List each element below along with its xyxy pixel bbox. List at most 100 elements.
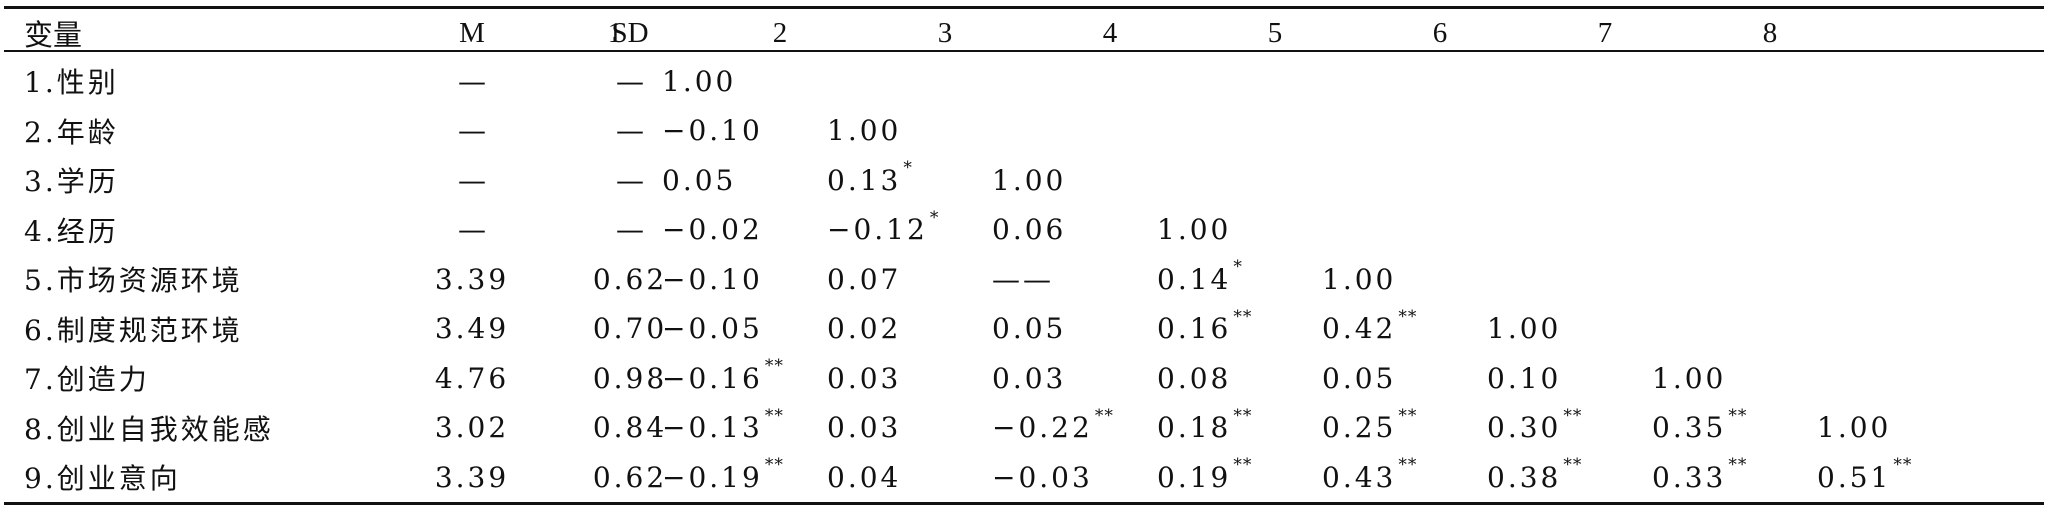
significance-marker: **: [764, 356, 784, 376]
significance-marker: **: [764, 455, 784, 475]
row-sd: 0.62: [592, 262, 668, 296]
header-col-4: 4: [1102, 16, 1118, 49]
table-row: 4.经历 — — −0.02 −0.12 * 0.06 1.00: [4, 205, 2044, 255]
row-mean: 3.39: [434, 262, 510, 296]
correlation-cell: 1.00: [1652, 361, 1727, 395]
header-col-8: 8: [1762, 16, 1778, 49]
significance-marker: **: [1893, 455, 1913, 475]
correlation-cell: 0.42 **: [1322, 306, 1418, 346]
correlation-cell: 0.35 **: [1652, 405, 1748, 445]
correlation-cell: −0.22 **: [992, 405, 1114, 445]
correlation-cell: 1.00: [992, 163, 1067, 197]
correlation-cell: −0.10: [662, 262, 763, 296]
correlation-cell: 0.51 **: [1817, 455, 1913, 494]
correlation-cell: 0.04: [827, 460, 902, 494]
row-mean: —: [458, 64, 486, 98]
row-variable-label: 7.创造力: [24, 363, 150, 396]
correlation-cell: ——: [992, 262, 1054, 296]
row-sd: 0.98: [592, 361, 668, 395]
correlation-cell: 0.03: [992, 361, 1067, 395]
correlation-cell: 0.16 **: [1157, 306, 1253, 346]
row-variable-label: 3.学历: [24, 165, 119, 198]
significance-marker: **: [1728, 405, 1748, 426]
correlation-cell: 0.03: [827, 411, 902, 444]
row-mean: 3.02: [434, 411, 510, 444]
header-col-2: 2: [772, 16, 788, 49]
row-mean: —: [458, 163, 486, 197]
correlation-cell: 0.03: [827, 361, 902, 395]
correlation-cell: 0.30 **: [1487, 405, 1583, 445]
significance-marker: **: [1398, 455, 1418, 475]
correlation-cell: 0.14 *: [1157, 257, 1243, 296]
significance-marker: **: [1233, 306, 1253, 327]
table-top-rule: [4, 6, 2044, 9]
significance-marker: **: [1398, 306, 1418, 327]
correlation-cell: 0.38 **: [1487, 455, 1583, 494]
header-col-6: 6: [1432, 16, 1448, 49]
row-variable-label: 1.性别: [24, 66, 119, 99]
correlation-cell: 0.05: [1322, 361, 1397, 395]
correlation-cell: 0.07: [827, 262, 902, 296]
table-bottom-rule: [4, 502, 2044, 505]
row-variable-label: 8.创业自我效能感: [24, 412, 274, 446]
significance-marker: **: [1233, 405, 1253, 426]
header-col-5: 5: [1267, 16, 1283, 49]
significance-marker: *: [929, 207, 940, 228]
row-sd: 0.70: [592, 312, 668, 345]
significance-marker: **: [1094, 405, 1114, 426]
correlation-cell: 0.19 **: [1157, 455, 1253, 494]
row-mean: —: [458, 114, 486, 147]
table-row: 5.市场资源环境 3.39 0.62 −0.10 0.07 —— 0.14 * 1.00: [4, 254, 2044, 304]
table-row: 9.创业意向 3.39 0.62 −0.19 ** 0.04 −0.03 0.19 ** 0.43…: [4, 452, 2044, 502]
correlation-cell: 0.25 **: [1322, 405, 1418, 445]
correlation-cell: 0.43 **: [1322, 455, 1418, 494]
correlation-cell: 0.18 **: [1157, 405, 1253, 445]
correlation-cell: 0.05: [992, 312, 1067, 345]
row-mean: 4.76: [434, 361, 510, 395]
correlation-cell: −0.12 *: [827, 207, 940, 247]
header-col-1: 1: [607, 16, 623, 49]
table-row: 8.创业自我效能感 3.02 0.84 −0.13 ** 0.03 −0.22 ** 0.18 *…: [4, 403, 2044, 453]
table-header-rule: [4, 50, 2044, 52]
correlation-cell: 1.00: [827, 114, 902, 147]
significance-marker: **: [764, 405, 784, 426]
significance-marker: **: [1233, 455, 1253, 475]
significance-marker: **: [1563, 455, 1583, 475]
correlation-cell: 1.00: [1157, 213, 1232, 246]
correlation-cell: 0.05: [662, 163, 737, 197]
row-sd: —: [616, 114, 644, 147]
correlation-cell: 1.00: [1487, 312, 1562, 345]
header-mean: M: [459, 16, 485, 49]
table-row: 1.性别 — — 1.00: [4, 56, 2044, 106]
header-variable: 变量: [24, 20, 83, 52]
row-sd: —: [616, 213, 644, 246]
table-row: 7.创造力 4.76 0.98 −0.16 ** 0.03 0.03 0.08 0.05 0.10…: [4, 353, 2044, 403]
table-header-row: 变量 M SD 1 2 3 4 5 6 7 8: [4, 8, 2044, 58]
row-sd: 0.84: [592, 411, 668, 444]
row-variable-label: 9.创业意向: [24, 462, 181, 495]
correlation-cell: 0.02: [827, 312, 902, 345]
significance-marker: *: [1233, 257, 1243, 277]
row-variable-label: 5.市场资源环境: [24, 264, 243, 297]
table-row: 2.年龄 — — −0.10 1.00: [4, 106, 2044, 156]
correlation-cell: −0.03: [992, 460, 1093, 494]
significance-marker: **: [1728, 455, 1748, 475]
correlation-cell: 0.33 **: [1652, 455, 1748, 494]
correlation-cell: −0.19 **: [662, 455, 784, 494]
correlation-cell: 1.00: [662, 64, 737, 98]
table-row: 3.学历 — — 0.05 0.13 * 1.00: [4, 155, 2044, 205]
correlation-cell: 0.06: [992, 213, 1067, 246]
row-variable-label: 6.制度规范环境: [24, 313, 243, 347]
header-col-3: 3: [937, 16, 953, 49]
correlation-cell: −0.05: [662, 312, 763, 345]
correlation-cell: 0.13 *: [827, 158, 913, 197]
row-variable-label: 4.经历: [24, 214, 119, 248]
correlation-cell: 0.08: [1157, 361, 1232, 395]
row-sd: —: [616, 64, 644, 98]
correlation-cell: −0.02: [662, 213, 763, 246]
significance-marker: **: [1398, 405, 1418, 426]
table-row: 6.制度规范环境 3.49 0.70 −0.05 0.02 0.05 0.16 ** 0.42 *…: [4, 304, 2044, 354]
correlation-cell: −0.16 **: [662, 356, 784, 395]
row-mean: —: [458, 213, 486, 246]
correlation-cell: 1.00: [1817, 411, 1892, 444]
